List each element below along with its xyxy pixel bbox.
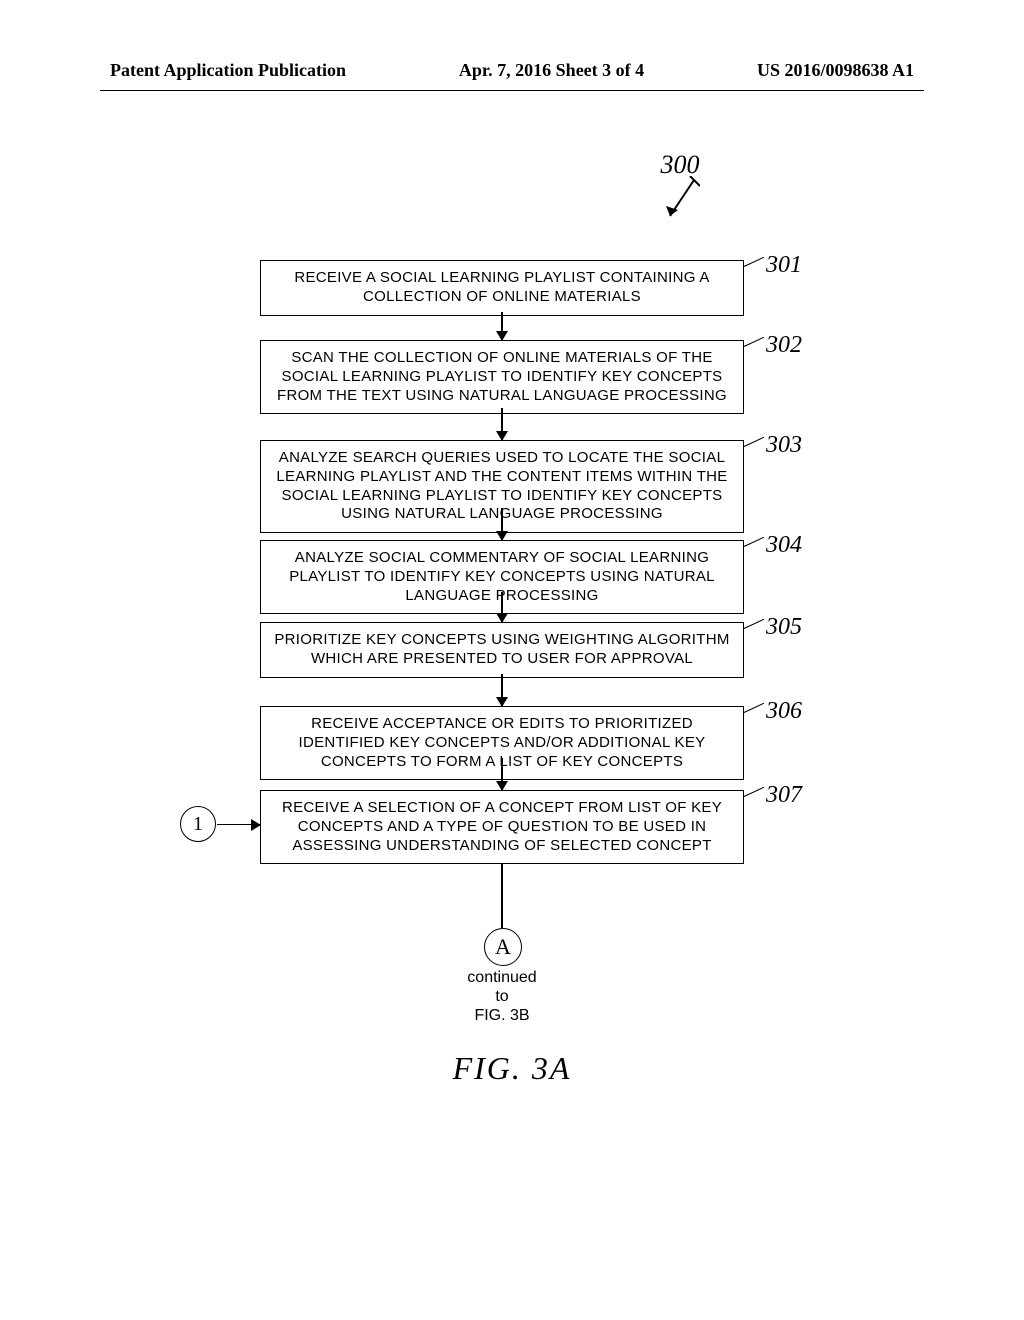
- ref-label-302: 302: [766, 332, 802, 359]
- offpage-connector-A-label: A: [495, 934, 511, 959]
- continuation-line: [501, 858, 503, 928]
- ref-label-307: 307: [766, 782, 802, 809]
- figure-caption: FIG. 3A: [0, 1050, 1024, 1087]
- ref-callout-line-302: [744, 337, 764, 347]
- ref-callout-line-303: [744, 437, 764, 447]
- ref-label-305: 305: [766, 614, 802, 641]
- header-left: Patent Application Publication: [110, 60, 346, 81]
- flow-step-302: SCAN THE COLLECTION OF ONLINE MATERIALS …: [260, 340, 744, 414]
- continued-line2: to: [495, 988, 508, 1005]
- ref-callout-line-301: [744, 257, 764, 267]
- offpage-connector-1: 1: [180, 806, 216, 842]
- ref-label-303: 303: [766, 432, 802, 459]
- flow-arrow-2: [501, 408, 503, 440]
- flow-arrow-4: [501, 592, 503, 622]
- ref-callout-line-304: [744, 537, 764, 547]
- flow-arrow-1: [501, 312, 503, 340]
- flow-step-307: RECEIVE A SELECTION OF A CONCEPT FROM LI…: [260, 790, 744, 864]
- continued-text: continued to FIG. 3B: [400, 968, 604, 1026]
- continued-line1: continued: [467, 969, 536, 986]
- offpage-connector-A: A: [484, 928, 522, 966]
- header-rule: [100, 90, 924, 91]
- header-center: Apr. 7, 2016 Sheet 3 of 4: [459, 60, 644, 81]
- ref-number-300: 300: [640, 150, 720, 180]
- continued-line3: FIG. 3B: [474, 1007, 529, 1024]
- page-header: Patent Application Publication Apr. 7, 2…: [0, 60, 1024, 81]
- flow-arrow-5: [501, 674, 503, 706]
- offpage-connector-1-line: [217, 824, 260, 825]
- flowchart-ref-300: 300: [640, 150, 720, 222]
- ref-label-306: 306: [766, 698, 802, 725]
- page-root: Patent Application Publication Apr. 7, 2…: [0, 0, 1024, 1320]
- ref-callout-line-307: [744, 787, 764, 797]
- ref-callout-line-306: [744, 703, 764, 713]
- ref-label-301: 301: [766, 252, 802, 279]
- flow-step-305: PRIORITIZE KEY CONCEPTS USING WEIGHTING …: [260, 622, 744, 678]
- flow-arrow-6: [501, 758, 503, 790]
- offpage-connector-1-label: 1: [193, 813, 203, 835]
- ref-arrow-icon: [660, 176, 700, 222]
- ref-label-304: 304: [766, 532, 802, 559]
- flow-step-301: RECEIVE A SOCIAL LEARNING PLAYLIST CONTA…: [260, 260, 744, 316]
- header-right: US 2016/0098638 A1: [757, 60, 914, 81]
- flow-arrow-3: [501, 508, 503, 540]
- ref-callout-line-305: [744, 619, 764, 629]
